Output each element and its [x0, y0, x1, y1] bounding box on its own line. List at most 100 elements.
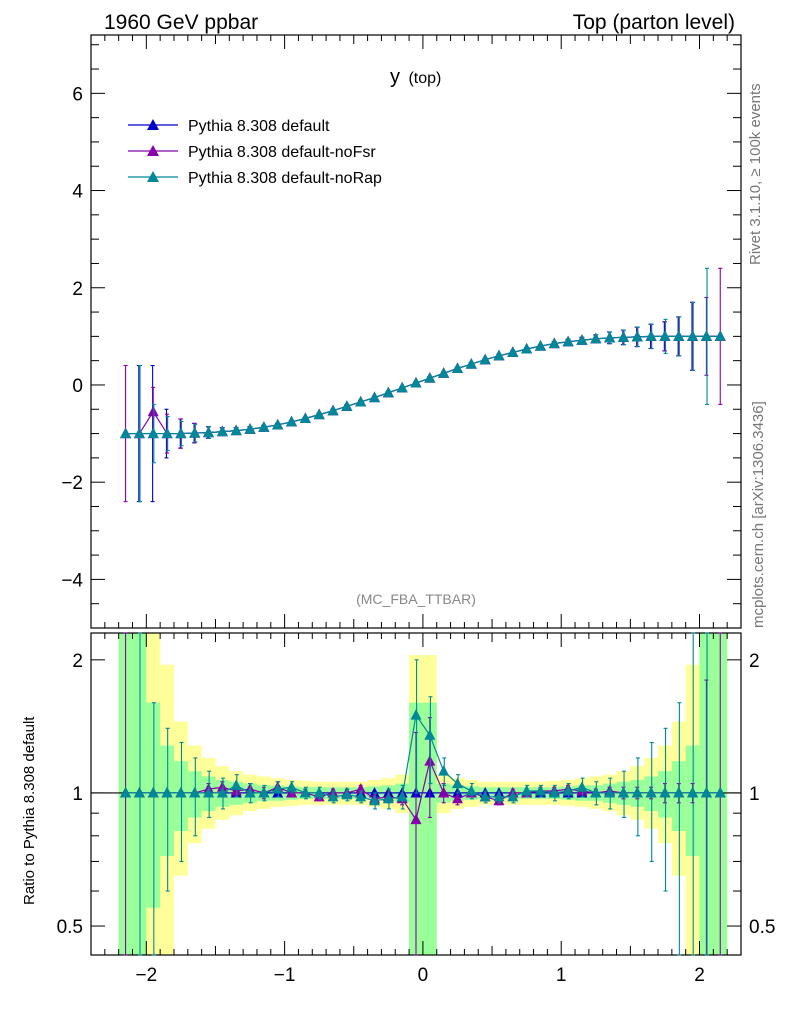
- analysis-annotation: (MC_FBA_TTBAR): [356, 591, 476, 607]
- plot-title: y (top): [390, 66, 441, 88]
- data-point: [175, 427, 187, 439]
- data-point: [548, 337, 560, 349]
- data-point: [617, 331, 629, 342]
- main-plot-content: [120, 267, 726, 503]
- data-point: [147, 786, 159, 798]
- data-point: [438, 786, 450, 798]
- header-left: 1960 GeV ppbar: [104, 11, 258, 34]
- data-point: [493, 349, 505, 361]
- legend-label-nofsr: Pythia 8.308 default-noFsr: [188, 144, 376, 161]
- plot-title-sub: (top): [408, 70, 441, 87]
- data-point: [465, 358, 477, 369]
- data-point: [521, 342, 533, 354]
- data-point: [507, 346, 519, 357]
- main-series-1-line: [125, 335, 721, 435]
- data-point: [604, 331, 616, 343]
- main-plot: −4 −2 0 2 4 6: [61, 34, 742, 629]
- data-point: [548, 786, 560, 798]
- legend-marker-default: [147, 119, 159, 130]
- data-point: [673, 330, 685, 341]
- ratio-y-tick-label-left: 1: [72, 784, 83, 805]
- data-point: [299, 786, 311, 798]
- data-point: [410, 709, 422, 720]
- data-point: [203, 426, 215, 438]
- data-point: [604, 786, 616, 798]
- data-point: [369, 786, 381, 798]
- data-point: [230, 779, 242, 790]
- data-point: [659, 786, 671, 798]
- data-point: [645, 330, 657, 341]
- data-point: [313, 408, 325, 420]
- data-point: [562, 785, 574, 796]
- data-point: [133, 427, 145, 439]
- data-point: [147, 427, 159, 439]
- data-point: [299, 412, 311, 424]
- legend-label-norap: Pythia 8.308 default-noRap: [188, 170, 382, 187]
- main-series-2-line: [125, 335, 721, 435]
- rivet-label: Rivet 3.1.10, ≥ 100k events: [747, 83, 764, 265]
- data-point: [507, 790, 519, 802]
- data-point: [424, 729, 436, 740]
- ratio-y-tick-label-right: 0.5: [749, 917, 775, 938]
- data-point: [161, 786, 173, 798]
- data-point: [272, 418, 284, 430]
- y-tick-label: −4: [61, 570, 83, 591]
- data-point: [659, 330, 671, 341]
- data-point: [438, 765, 450, 776]
- x-tick-label: 2: [694, 965, 705, 986]
- y-tick-label: 2: [72, 279, 83, 300]
- data-point: [189, 427, 201, 438]
- data-point: [451, 786, 463, 798]
- data-point: [479, 353, 491, 365]
- data-point: [120, 786, 132, 798]
- data-point: [382, 792, 394, 804]
- data-point: [410, 377, 422, 388]
- data-point: [341, 788, 353, 800]
- data-point: [410, 813, 422, 825]
- band-inner: [422, 702, 437, 955]
- data-point: [590, 332, 602, 344]
- data-point: [700, 786, 712, 798]
- ratio-y-tick-label-left: 2: [72, 651, 83, 672]
- data-point: [451, 777, 463, 789]
- data-point: [355, 783, 367, 794]
- band-inner: [160, 745, 174, 857]
- data-point: [216, 786, 228, 798]
- data-point: [327, 790, 339, 802]
- legend: Pythia 8.308 default Pythia 8.308 defaul…: [128, 118, 382, 187]
- data-point: [576, 334, 588, 345]
- data-point: [286, 786, 298, 798]
- legend-entry-default: Pythia 8.308 default: [128, 118, 330, 135]
- y-tick-label: −2: [61, 473, 83, 494]
- header-right: Top (parton level): [573, 11, 735, 34]
- data-point: [631, 330, 643, 342]
- data-point: [424, 755, 436, 766]
- data-point: [272, 783, 284, 794]
- data-point: [189, 786, 201, 798]
- main-plot-frame: [90, 34, 742, 629]
- data-point: [327, 404, 339, 416]
- legend-entry-norap: Pythia 8.308 default-noRap: [128, 170, 382, 187]
- data-point: [714, 330, 726, 341]
- data-point: [355, 395, 367, 407]
- data-point: [369, 391, 381, 403]
- data-point: [230, 424, 242, 436]
- data-point: [369, 794, 381, 806]
- data-point: [562, 335, 574, 347]
- data-point: [673, 786, 685, 798]
- ratio-plot: −2 −1 0 1 2 0.5 0.5 1 1 2 2: [57, 632, 775, 986]
- data-point: [244, 423, 256, 434]
- legend-marker-norap: [147, 171, 159, 182]
- data-point: [590, 786, 602, 798]
- data-point: [133, 786, 145, 798]
- data-point: [258, 786, 270, 798]
- data-point: [396, 790, 408, 802]
- data-point: [576, 781, 588, 792]
- data-point: [286, 781, 298, 792]
- data-point: [147, 405, 159, 417]
- ratio-y-tick-label-right: 1: [749, 784, 760, 805]
- data-point: [424, 372, 436, 383]
- data-point: [451, 362, 463, 373]
- ratio-y-tick-label-left: 0.5: [57, 917, 83, 938]
